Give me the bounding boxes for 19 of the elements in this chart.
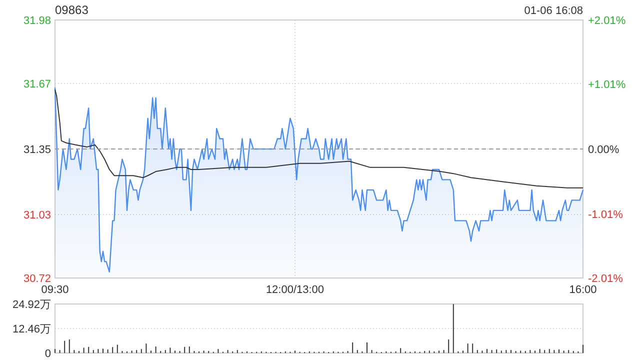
y-tick-label: 31.35 (23, 144, 51, 156)
y2-tick-label: 0.00% (588, 144, 620, 156)
y-tick-label: 0 (44, 348, 51, 360)
y-tick-label: 31.67 (23, 78, 51, 90)
y-tick-label: 30.72 (23, 273, 51, 285)
y-tick-label: 24.92万 (12, 299, 51, 311)
chart-title: 09863 (55, 3, 89, 17)
y2-tick-label: -2.01% (588, 273, 624, 285)
text: 01-06 16:08 (524, 5, 583, 17)
x-tick-label: 09:30 (41, 284, 69, 296)
y2-tick-label: +1.01% (588, 79, 626, 92)
x-tick-label: 16:00 (569, 284, 597, 296)
line-series (54, 89, 584, 188)
y2-tick-label: +2.01% (588, 15, 626, 27)
x-tick-label: 12:00/13:00 (266, 284, 324, 296)
y-tick-label: 12.46万 (12, 324, 51, 336)
y-tick-label: 31.03 (23, 210, 51, 222)
y2-tick-label: -1.01% (588, 208, 624, 221)
y-tick-label: 31.98 (23, 15, 51, 27)
